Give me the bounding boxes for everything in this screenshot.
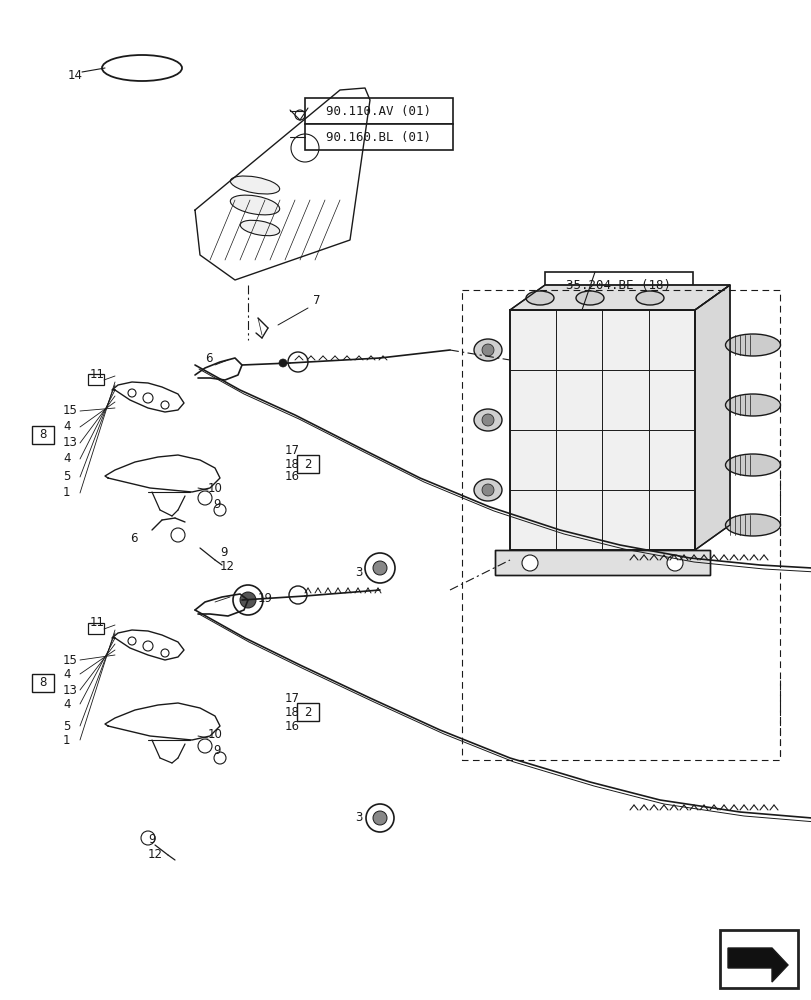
Text: 15: 15 — [63, 404, 78, 418]
Text: 12: 12 — [148, 848, 163, 861]
Text: 35.204.BE (18): 35.204.BE (18) — [566, 278, 671, 292]
Text: 10: 10 — [208, 728, 222, 741]
Ellipse shape — [230, 195, 279, 215]
Ellipse shape — [575, 291, 603, 305]
FancyBboxPatch shape — [88, 374, 104, 385]
Text: 18: 18 — [285, 458, 299, 471]
Text: 4: 4 — [63, 698, 71, 710]
Polygon shape — [509, 310, 694, 550]
Polygon shape — [694, 285, 729, 550]
Circle shape — [240, 592, 255, 608]
FancyBboxPatch shape — [305, 98, 453, 124]
Ellipse shape — [102, 55, 182, 81]
Circle shape — [482, 484, 493, 496]
Text: 3: 3 — [354, 811, 362, 824]
Ellipse shape — [724, 454, 779, 476]
Ellipse shape — [526, 291, 553, 305]
FancyBboxPatch shape — [32, 674, 54, 692]
Text: 17: 17 — [285, 444, 299, 458]
Text: 18: 18 — [285, 706, 299, 718]
Text: 10: 10 — [208, 482, 222, 494]
Circle shape — [372, 811, 387, 825]
Text: 19: 19 — [258, 592, 272, 605]
FancyBboxPatch shape — [297, 455, 319, 473]
Ellipse shape — [724, 394, 779, 416]
Text: 16: 16 — [285, 719, 299, 732]
Polygon shape — [509, 285, 729, 310]
Text: 8: 8 — [39, 428, 46, 442]
Text: 16: 16 — [285, 471, 299, 484]
FancyBboxPatch shape — [297, 703, 319, 721]
Circle shape — [666, 555, 682, 571]
Text: 12: 12 — [220, 560, 234, 574]
Text: 9: 9 — [148, 833, 156, 846]
Text: 2: 2 — [304, 706, 311, 718]
Ellipse shape — [724, 334, 779, 356]
Text: 4: 4 — [63, 420, 71, 434]
Text: 5: 5 — [63, 719, 71, 732]
Circle shape — [521, 555, 538, 571]
Text: 6: 6 — [130, 532, 137, 546]
Text: 5: 5 — [63, 471, 71, 484]
Ellipse shape — [724, 514, 779, 536]
FancyBboxPatch shape — [544, 272, 692, 298]
Ellipse shape — [474, 409, 501, 431]
Text: 1: 1 — [63, 733, 71, 746]
Text: 6: 6 — [204, 352, 212, 364]
FancyBboxPatch shape — [305, 124, 453, 150]
FancyBboxPatch shape — [88, 623, 104, 634]
Circle shape — [482, 414, 493, 426]
Text: 90.110.AV (01): 90.110.AV (01) — [326, 105, 431, 118]
Ellipse shape — [240, 220, 279, 236]
Polygon shape — [727, 948, 787, 982]
Ellipse shape — [635, 291, 663, 305]
Circle shape — [482, 344, 493, 356]
Text: 13: 13 — [63, 684, 78, 696]
Text: 7: 7 — [312, 294, 320, 308]
Text: 1: 1 — [63, 487, 71, 499]
Text: 8: 8 — [39, 676, 46, 690]
Text: 2: 2 — [304, 458, 311, 471]
Text: 9: 9 — [220, 546, 227, 560]
Text: 11: 11 — [90, 616, 105, 630]
Ellipse shape — [474, 479, 501, 501]
Ellipse shape — [230, 176, 279, 194]
Text: 15: 15 — [63, 654, 78, 666]
Text: 90.160.BL (01): 90.160.BL (01) — [326, 131, 431, 144]
Polygon shape — [495, 550, 709, 575]
Text: 13: 13 — [63, 436, 78, 450]
Text: 4: 4 — [63, 668, 71, 680]
Text: 3: 3 — [354, 566, 362, 578]
Text: 4: 4 — [63, 452, 71, 466]
Text: 14: 14 — [68, 69, 83, 82]
Ellipse shape — [474, 339, 501, 361]
Circle shape — [279, 359, 286, 367]
Circle shape — [372, 561, 387, 575]
FancyBboxPatch shape — [719, 930, 797, 988]
Text: 9: 9 — [212, 497, 221, 510]
Text: 11: 11 — [90, 367, 105, 380]
FancyBboxPatch shape — [32, 426, 54, 444]
Text: 9: 9 — [212, 743, 221, 756]
Text: 17: 17 — [285, 692, 299, 704]
